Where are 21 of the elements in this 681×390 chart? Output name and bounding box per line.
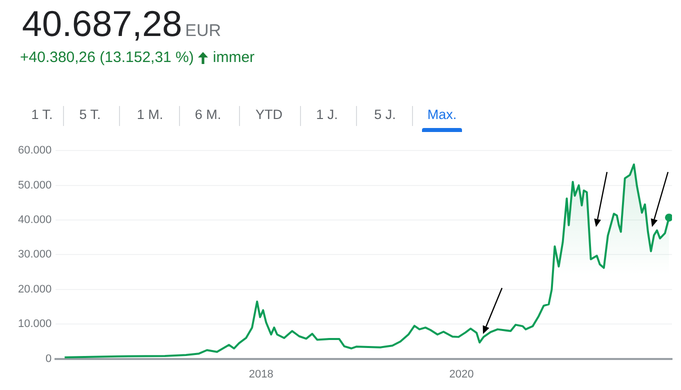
text: 1 J. xyxy=(316,106,338,124)
text: 5 T. xyxy=(79,106,101,124)
text: 5 J. xyxy=(374,106,396,124)
y-tick-label: 40.000 xyxy=(18,214,52,226)
text: Max. xyxy=(427,106,457,124)
chart-title: 40.687,28 xyxy=(22,3,182,44)
chart-subtitle: +40.380,26 (13.152,31 %) xyxy=(20,49,194,66)
text: 6 M. xyxy=(194,106,222,124)
x-tick-label: 2018 xyxy=(248,368,274,380)
text: EUR xyxy=(185,21,222,40)
text: immer xyxy=(212,49,255,66)
text: 1 T. xyxy=(31,106,53,124)
x-tick-label: 2020 xyxy=(449,368,474,380)
y-tick-label: 20.000 xyxy=(18,283,52,296)
text: YTD xyxy=(256,106,282,124)
y-tick-label: 30.000 xyxy=(18,248,52,261)
y-tick-label: 10.000 xyxy=(18,318,52,330)
text: 1 M. xyxy=(136,106,164,124)
y-tick-label: 60.000 xyxy=(18,144,52,157)
y-tick-label: 0 xyxy=(46,352,52,365)
y-tick-label: 50.000 xyxy=(18,179,52,192)
